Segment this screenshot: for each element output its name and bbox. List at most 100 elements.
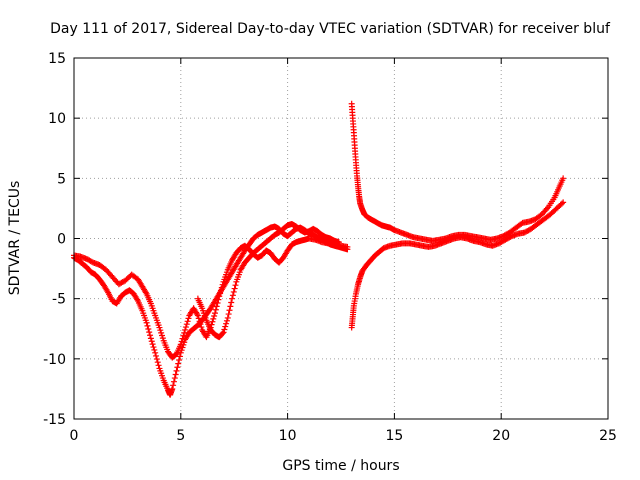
data-point-track-a xyxy=(174,364,181,371)
data-point-track-b xyxy=(211,312,218,319)
x-axis-label: GPS time / hours xyxy=(282,458,399,474)
x-tick-label: 10 xyxy=(279,428,297,444)
data-point-track-b xyxy=(213,303,220,310)
chart-title: Day 111 of 2017, Sidereal Day-to-day VTE… xyxy=(50,21,611,37)
data-point-track-a xyxy=(171,375,178,382)
data-point-track-c xyxy=(223,320,230,327)
data-point-track-c xyxy=(231,285,238,292)
data-point-track-b xyxy=(159,335,166,342)
data-point-track-a xyxy=(147,335,154,342)
data-point-track-c xyxy=(230,288,237,295)
data-point-track-b xyxy=(181,329,188,336)
data-point-track-a xyxy=(172,371,179,378)
y-tick-label: 15 xyxy=(48,51,66,67)
data-point-track-c xyxy=(225,311,232,318)
data-point-track-b xyxy=(214,299,221,306)
data-point-track-a xyxy=(155,362,162,369)
data-point-track-a xyxy=(151,346,158,353)
x-tick-label: 0 xyxy=(70,428,79,444)
data-point-track-c xyxy=(224,314,231,321)
data-point-track-b xyxy=(182,326,189,333)
data-point-track-a xyxy=(173,367,180,374)
data-point-track-b xyxy=(216,293,223,300)
data-point-track-c xyxy=(222,323,229,330)
data-point-track-e xyxy=(560,199,567,206)
data-point-track-b xyxy=(197,321,204,328)
y-tick-label: 5 xyxy=(57,171,66,187)
data-points xyxy=(71,100,567,398)
x-tick-label: 25 xyxy=(599,428,617,444)
data-point-track-a xyxy=(149,341,156,348)
data-point-track-a xyxy=(144,322,151,329)
data-point-track-a xyxy=(146,329,153,336)
data-point-track-a xyxy=(148,338,155,345)
data-point-track-c xyxy=(229,292,236,299)
data-point-track-b xyxy=(217,287,224,294)
data-point-track-b xyxy=(194,312,201,319)
data-point-track-b xyxy=(184,318,191,325)
data-point-track-b xyxy=(198,324,205,331)
data-point-track-b xyxy=(156,324,163,331)
data-point-track-b xyxy=(215,296,222,303)
data-point-track-b xyxy=(157,327,164,334)
data-point-track-c xyxy=(226,307,233,314)
x-tick-label: 5 xyxy=(176,428,185,444)
data-point-track-c xyxy=(229,295,236,302)
data-point-track-b xyxy=(209,318,216,325)
data-point-track-c xyxy=(219,330,226,337)
y-tick-label: -5 xyxy=(52,292,66,308)
grid xyxy=(74,58,608,419)
data-point-track-a xyxy=(170,378,177,385)
data-point-track-c xyxy=(232,282,239,289)
data-point-track-b xyxy=(212,306,219,313)
data-point-track-c xyxy=(335,239,342,246)
x-tick-label: 15 xyxy=(385,428,403,444)
data-point-track-b xyxy=(177,341,184,348)
axis-ticks: 0 5 10 15 20 25 -15 -10 -5 0 5 10 15 xyxy=(43,51,617,444)
data-point-track-b xyxy=(195,315,202,322)
data-point-track-b xyxy=(344,243,351,250)
data-point-track-c xyxy=(220,329,227,336)
data-point-track-b xyxy=(159,332,166,339)
x-tick-label: 20 xyxy=(492,428,510,444)
y-tick-label: 0 xyxy=(57,232,66,248)
data-point-track-b xyxy=(219,281,226,288)
data-point-track-b xyxy=(217,290,224,297)
data-point-track-e xyxy=(558,200,565,207)
data-point-track-a xyxy=(147,332,154,339)
data-point-track-b xyxy=(196,318,203,325)
y-axis-label: SDTVAR / TECUs xyxy=(7,181,23,296)
data-point-track-d xyxy=(560,175,567,182)
data-point-track-c xyxy=(227,303,234,310)
data-point-track-a xyxy=(150,344,157,351)
data-point-track-a xyxy=(170,382,177,389)
data-point-track-b xyxy=(211,310,218,317)
data-point-track-b xyxy=(180,332,187,339)
y-tick-label: 10 xyxy=(48,111,66,127)
data-point-track-c xyxy=(223,317,230,324)
data-point-track-b xyxy=(210,315,217,322)
data-point-track-a xyxy=(143,319,150,326)
data-point-track-c xyxy=(221,326,228,333)
data-point-track-a xyxy=(176,353,183,360)
data-point-track-c xyxy=(228,299,235,306)
data-point-track-a xyxy=(169,385,176,392)
data-point-track-b xyxy=(179,335,186,342)
data-point-track-b xyxy=(185,315,192,322)
y-tick-label: -15 xyxy=(43,412,66,428)
data-point-track-a xyxy=(153,356,160,363)
y-tick-label: -10 xyxy=(43,352,66,368)
data-point-track-b xyxy=(183,321,190,328)
data-point-track-a xyxy=(176,357,183,364)
data-point-track-a xyxy=(152,349,159,356)
data-point-track-a xyxy=(153,352,160,359)
data-point-track-a xyxy=(154,359,161,366)
data-point-track-b xyxy=(182,324,189,331)
data-point-track-b xyxy=(158,329,165,336)
data-point-track-b xyxy=(178,338,185,345)
data-point-track-a xyxy=(175,360,182,367)
data-point-track-b xyxy=(218,284,225,291)
data-point-track-a xyxy=(145,325,152,332)
